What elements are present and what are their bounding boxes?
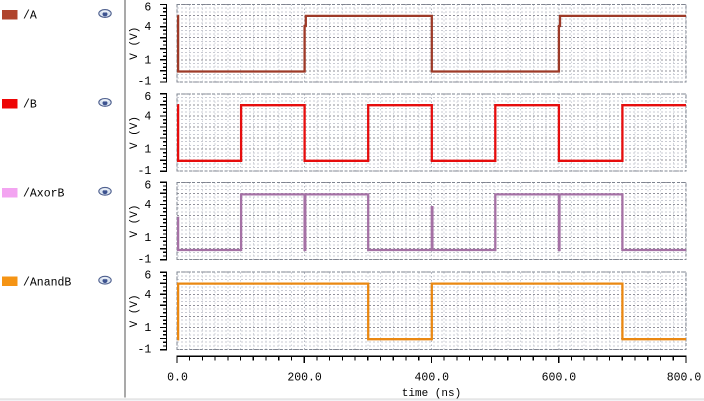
svg-text:200.0: 200.0 — [287, 372, 322, 385]
svg-text:V (V): V (V) — [129, 204, 141, 237]
svg-text:6: 6 — [144, 91, 151, 104]
svg-text:/B: /B — [23, 99, 37, 112]
svg-text:6: 6 — [144, 180, 151, 193]
svg-text:time (ns): time (ns) — [402, 388, 461, 400]
svg-text:4: 4 — [144, 289, 151, 302]
svg-text:400.0: 400.0 — [415, 372, 450, 385]
svg-text:1: 1 — [144, 54, 151, 67]
svg-text:6: 6 — [144, 2, 151, 15]
svg-text:/AxorB: /AxorB — [23, 188, 65, 201]
svg-text:-1: -1 — [137, 343, 151, 356]
svg-text:V (V): V (V) — [129, 116, 141, 149]
svg-text:4: 4 — [144, 21, 151, 34]
svg-text:0.0: 0.0 — [167, 372, 188, 385]
svg-text:/A: /A — [23, 10, 37, 23]
svg-text:-1: -1 — [137, 254, 151, 267]
svg-text:V (V): V (V) — [129, 294, 141, 327]
svg-text:6: 6 — [144, 269, 151, 282]
svg-text:800.0: 800.0 — [667, 372, 702, 385]
svg-text:4: 4 — [144, 199, 151, 212]
svg-text:/AnandB: /AnandB — [23, 276, 71, 289]
svg-text:1: 1 — [144, 322, 151, 335]
svg-text:1: 1 — [144, 144, 151, 157]
svg-text:V (V): V (V) — [129, 27, 141, 60]
svg-text:1: 1 — [144, 232, 151, 245]
svg-text:-1: -1 — [137, 76, 151, 89]
svg-text:600.0: 600.0 — [542, 372, 577, 385]
svg-text:-1: -1 — [137, 165, 151, 178]
svg-text:4: 4 — [144, 111, 151, 124]
